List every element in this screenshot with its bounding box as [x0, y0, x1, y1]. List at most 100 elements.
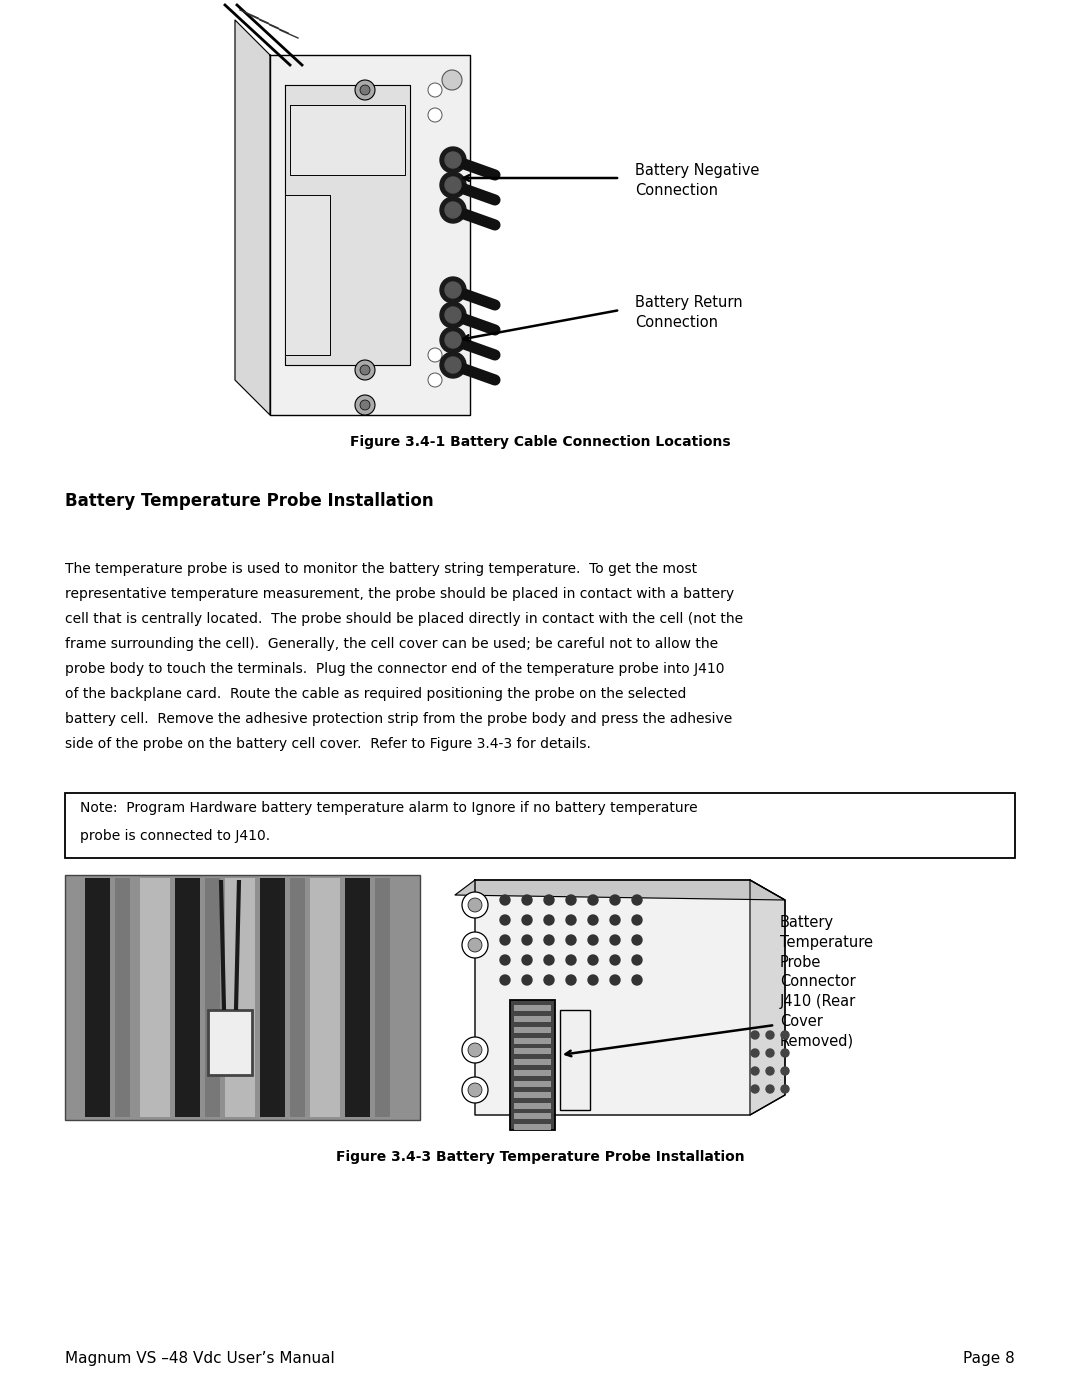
Bar [65, 875, 420, 1120]
Text: probe body to touch the terminals.  Plug the connector end of the temperature pr: probe body to touch the terminals. Plug … [65, 662, 725, 676]
Circle shape [544, 935, 554, 944]
Circle shape [355, 395, 375, 415]
Text: Figure 3.4-1 Battery Cable Connection Locations: Figure 3.4-1 Battery Cable Connection Lo… [350, 434, 730, 448]
Circle shape [355, 80, 375, 101]
Bar [514, 1113, 551, 1119]
Circle shape [610, 915, 620, 925]
Text: The temperature probe is used to monitor the battery string temperature.  To get: The temperature probe is used to monitor… [65, 562, 697, 576]
Circle shape [544, 956, 554, 965]
Text: of the backplane card.  Route the cable as required positioning the probe on the: of the backplane card. Route the cable a… [65, 687, 687, 701]
Circle shape [428, 348, 442, 362]
Circle shape [500, 935, 510, 944]
Circle shape [445, 177, 461, 193]
Bar [205, 877, 220, 1118]
Circle shape [440, 302, 465, 328]
Circle shape [781, 1031, 789, 1039]
Circle shape [751, 1085, 759, 1092]
Circle shape [766, 1067, 774, 1076]
Circle shape [610, 895, 620, 905]
Circle shape [445, 152, 461, 168]
Bar [345, 877, 370, 1118]
Text: Battery Return
Connection: Battery Return Connection [635, 295, 743, 330]
Bar [175, 877, 200, 1118]
Circle shape [632, 975, 642, 985]
Circle shape [766, 1031, 774, 1039]
Circle shape [781, 1067, 789, 1076]
Circle shape [566, 956, 576, 965]
Text: frame surrounding the cell).  Generally, the cell cover can be used; be careful : frame surrounding the cell). Generally, … [65, 637, 718, 651]
Text: cell that is centrally located.  The probe should be placed directly in contact : cell that is centrally located. The prob… [65, 612, 743, 626]
Circle shape [468, 1044, 482, 1058]
Circle shape [500, 975, 510, 985]
Bar [514, 1091, 551, 1098]
Circle shape [440, 327, 465, 353]
Bar [375, 877, 390, 1118]
Circle shape [445, 203, 461, 218]
Circle shape [500, 956, 510, 965]
Circle shape [566, 975, 576, 985]
Text: probe is connected to J410.: probe is connected to J410. [80, 828, 270, 842]
Text: Battery Negative
Connection: Battery Negative Connection [635, 163, 759, 198]
Circle shape [445, 282, 461, 298]
Circle shape [632, 935, 642, 944]
Circle shape [781, 1049, 789, 1058]
Circle shape [355, 360, 375, 380]
Circle shape [566, 895, 576, 905]
Circle shape [588, 915, 598, 925]
Circle shape [544, 915, 554, 925]
Bar [514, 1016, 551, 1021]
Polygon shape [750, 880, 785, 1115]
Circle shape [781, 1085, 789, 1092]
Circle shape [440, 147, 465, 173]
Circle shape [632, 956, 642, 965]
Bar [310, 877, 340, 1118]
Bar [514, 1070, 551, 1076]
Text: Battery Temperature Probe Installation: Battery Temperature Probe Installation [65, 492, 434, 510]
Circle shape [440, 277, 465, 303]
Circle shape [428, 108, 442, 122]
Circle shape [522, 935, 532, 944]
Text: Magnum VS –48 Vdc User’s Manual: Magnum VS –48 Vdc User’s Manual [65, 1351, 335, 1365]
Circle shape [442, 70, 462, 89]
Circle shape [610, 956, 620, 965]
Circle shape [544, 895, 554, 905]
Bar [65, 793, 1015, 858]
Polygon shape [285, 85, 410, 365]
Circle shape [610, 935, 620, 944]
Bar [291, 877, 305, 1118]
Circle shape [522, 956, 532, 965]
Circle shape [468, 1083, 482, 1097]
Circle shape [360, 365, 370, 374]
Circle shape [566, 915, 576, 925]
Text: battery cell.  Remove the adhesive protection strip from the probe body and pres: battery cell. Remove the adhesive protec… [65, 712, 732, 726]
Circle shape [462, 1037, 488, 1063]
Bar [514, 1081, 551, 1087]
Text: Figure 3.4-3 Battery Temperature Probe Installation: Figure 3.4-3 Battery Temperature Probe I… [336, 1150, 744, 1164]
Circle shape [500, 915, 510, 925]
Circle shape [522, 895, 532, 905]
Polygon shape [270, 54, 470, 415]
Bar [514, 1102, 551, 1108]
Text: Note:  Program Hardware battery temperature alarm to Ignore if no battery temper: Note: Program Hardware battery temperatu… [80, 800, 698, 814]
Circle shape [632, 915, 642, 925]
Circle shape [468, 898, 482, 912]
Circle shape [588, 935, 598, 944]
Circle shape [632, 895, 642, 905]
Circle shape [462, 1077, 488, 1104]
Circle shape [588, 895, 598, 905]
Circle shape [766, 1085, 774, 1092]
Text: Page 8: Page 8 [963, 1351, 1015, 1365]
Circle shape [751, 1049, 759, 1058]
Circle shape [522, 915, 532, 925]
Circle shape [440, 352, 465, 379]
Text: Battery
Temperature
Probe
Connector
J410 (Rear
Cover
Removed): Battery Temperature Probe Connector J410… [780, 915, 873, 1049]
Circle shape [360, 85, 370, 95]
Circle shape [468, 937, 482, 951]
Bar [85, 877, 110, 1118]
Circle shape [462, 932, 488, 958]
Circle shape [544, 975, 554, 985]
Circle shape [610, 975, 620, 985]
Circle shape [428, 373, 442, 387]
Polygon shape [235, 20, 270, 415]
Bar [514, 1048, 551, 1055]
